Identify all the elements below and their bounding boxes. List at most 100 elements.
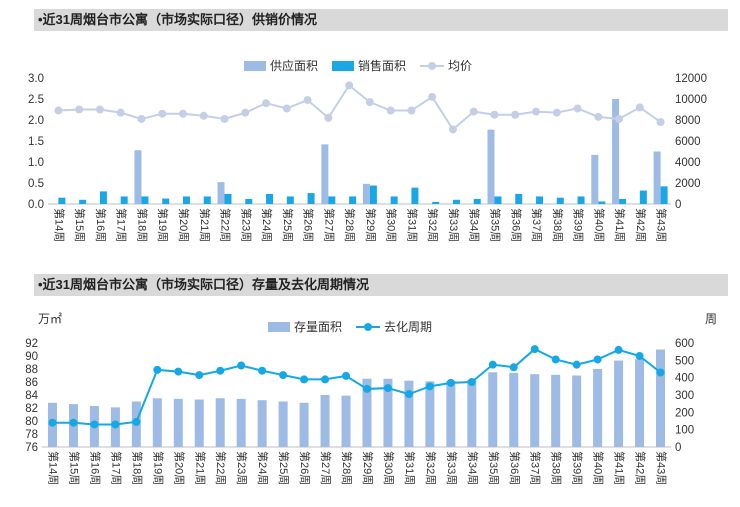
x-tick-label: 第32周: [424, 451, 438, 485]
point-去化周期: [425, 382, 434, 391]
y-left-tick: 78: [25, 429, 38, 441]
bar-销售面积: [245, 198, 253, 204]
bar-销售面积: [369, 185, 377, 204]
bar-存量面积: [194, 399, 204, 447]
x-tick-label: 第37周: [529, 451, 543, 485]
point-均价: [511, 110, 520, 119]
legend-label: 去化周期: [384, 320, 432, 334]
bar-销售面积: [162, 198, 170, 204]
x-tick-label: 第39周: [571, 451, 585, 485]
bar-存量面积: [257, 400, 267, 447]
point-去化周期: [237, 361, 246, 370]
bar-存量面积: [278, 401, 288, 447]
bar-销售面积: [536, 196, 544, 204]
x-tick-label: 第30周: [385, 208, 399, 242]
x-tick-label: 第28周: [343, 208, 357, 242]
x-tick-label: 第26周: [298, 451, 312, 485]
bar-销售面积: [515, 193, 523, 204]
point-均价: [75, 105, 84, 114]
x-tick-label: 第21周: [193, 451, 207, 485]
point-均价: [573, 104, 582, 113]
bar-存量面积: [446, 380, 456, 447]
point-均价: [552, 108, 561, 117]
bar-销售面积: [432, 201, 440, 204]
legend-swatch-销售面积: [332, 61, 354, 71]
x-tick-label: 第24周: [256, 451, 270, 485]
x-tick-label: 第31周: [405, 208, 419, 242]
bar-销售面积: [577, 196, 585, 204]
x-tick-label: 第38周: [551, 208, 565, 242]
bar-存量面积: [152, 398, 162, 447]
point-去化周期: [342, 371, 351, 380]
x-tick-label: 第15周: [73, 208, 87, 242]
point-去化周期: [69, 418, 78, 427]
y-left-tick: 76: [25, 442, 38, 454]
bar-销售面积: [99, 191, 107, 204]
bar-销售面积: [182, 196, 190, 204]
x-tick-label: 第41周: [613, 208, 627, 242]
point-均价: [615, 114, 624, 123]
bar-存量面积: [362, 378, 372, 447]
point-去化周期: [258, 366, 267, 375]
y-left-tick: 80: [25, 416, 38, 428]
point-均价: [635, 103, 644, 112]
x-tick-label: 第16周: [88, 451, 102, 485]
y-right-tick: 0: [675, 442, 681, 454]
x-tick-label: 第34周: [466, 451, 480, 485]
x-tick-label: 第29周: [361, 451, 375, 485]
legend-label: 供应面积: [270, 58, 318, 73]
bar-存量面积: [593, 369, 603, 447]
bar-存量面积: [320, 395, 330, 447]
point-去化周期: [195, 371, 204, 380]
x-tick-label: 第24周: [260, 208, 274, 242]
bar-销售面积: [286, 196, 294, 204]
point-去化周期: [488, 360, 497, 369]
y-left-tick: 1.0: [28, 157, 44, 169]
point-均价: [448, 125, 457, 134]
point-均价: [594, 112, 603, 121]
point-去化周期: [572, 360, 581, 369]
bar-存量面积: [530, 374, 540, 447]
x-tick-label: 第36周: [508, 451, 522, 485]
point-去化周期: [216, 366, 225, 375]
point-去化周期: [656, 368, 665, 377]
bar-销售面积: [266, 193, 274, 204]
x-tick-label: 第36周: [509, 208, 523, 242]
point-均价: [116, 108, 125, 117]
point-均价: [324, 113, 333, 122]
bar-销售面积: [307, 193, 315, 204]
point-均价: [469, 107, 478, 116]
point-均价: [407, 106, 416, 115]
bar-存量面积: [635, 359, 645, 447]
point-均价: [178, 109, 187, 118]
bar-供应面积: [217, 182, 225, 204]
x-tick-label: 第18周: [130, 451, 144, 485]
x-tick-label: 第25周: [281, 208, 295, 242]
point-均价: [656, 118, 665, 127]
x-tick-label: 第22周: [219, 208, 233, 242]
x-tick-label: 第43周: [655, 208, 669, 242]
y-right-tick: 2000: [675, 178, 701, 190]
x-tick-label: 第20周: [172, 451, 186, 485]
point-均价: [95, 105, 104, 114]
x-tick-label: 第17周: [109, 451, 123, 485]
bar-供应面积: [612, 99, 620, 204]
bar-存量面积: [404, 380, 414, 447]
point-去化周期: [362, 384, 371, 393]
point-去化周期: [132, 417, 141, 426]
bar-供应面积: [591, 154, 599, 204]
point-去化周期: [153, 365, 162, 374]
point-均价: [262, 99, 271, 108]
legend-label: 存量面积: [294, 320, 342, 334]
point-均价: [303, 96, 312, 105]
point-均价: [220, 114, 229, 123]
point-去化周期: [509, 363, 518, 372]
legend-swatch-存量面积: [268, 322, 290, 332]
bar-存量面积: [236, 398, 246, 447]
x-tick-label: 第37周: [530, 208, 544, 242]
right-axis-unit: 周: [705, 312, 717, 326]
bar-存量面积: [467, 380, 477, 447]
bar-供应面积: [134, 150, 142, 204]
bar-存量面积: [425, 381, 435, 447]
x-tick-label: 第15周: [67, 451, 81, 485]
